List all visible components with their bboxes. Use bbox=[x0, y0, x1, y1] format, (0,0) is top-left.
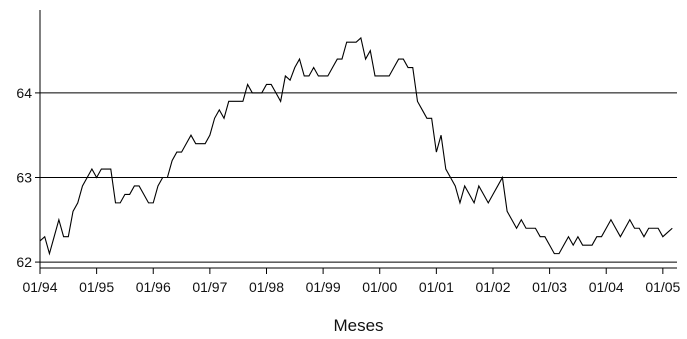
y-tick-label: 64 bbox=[16, 85, 32, 101]
x-axis-label: Meses bbox=[333, 316, 383, 335]
x-tick-label: 01/96 bbox=[136, 279, 171, 295]
x-tick-label: 01/05 bbox=[645, 279, 680, 295]
x-tick-label: 01/98 bbox=[249, 279, 284, 295]
x-tick-label: 01/00 bbox=[362, 279, 397, 295]
axes bbox=[39, 10, 677, 269]
tick-labels: 62 63 64 01/94 01/95 01/96 01/97 01/98 01/99 01/0… bbox=[16, 85, 680, 295]
x-tick-label: 01/01 bbox=[419, 279, 454, 295]
x-tick-label: 01/99 bbox=[306, 279, 341, 295]
x-tick-label: 01/03 bbox=[532, 279, 567, 295]
y-tick-label: 62 bbox=[16, 254, 32, 270]
x-tick-label: 01/95 bbox=[79, 279, 114, 295]
x-tick-label: 01/02 bbox=[475, 279, 510, 295]
series-line bbox=[39, 36, 673, 256]
grid-lines bbox=[40, 92, 677, 263]
x-tick-label: 01/04 bbox=[589, 279, 624, 295]
x-tick-label: 01/97 bbox=[192, 279, 227, 295]
y-tick-label: 63 bbox=[16, 169, 32, 185]
x-tick-label: 01/94 bbox=[22, 279, 57, 295]
